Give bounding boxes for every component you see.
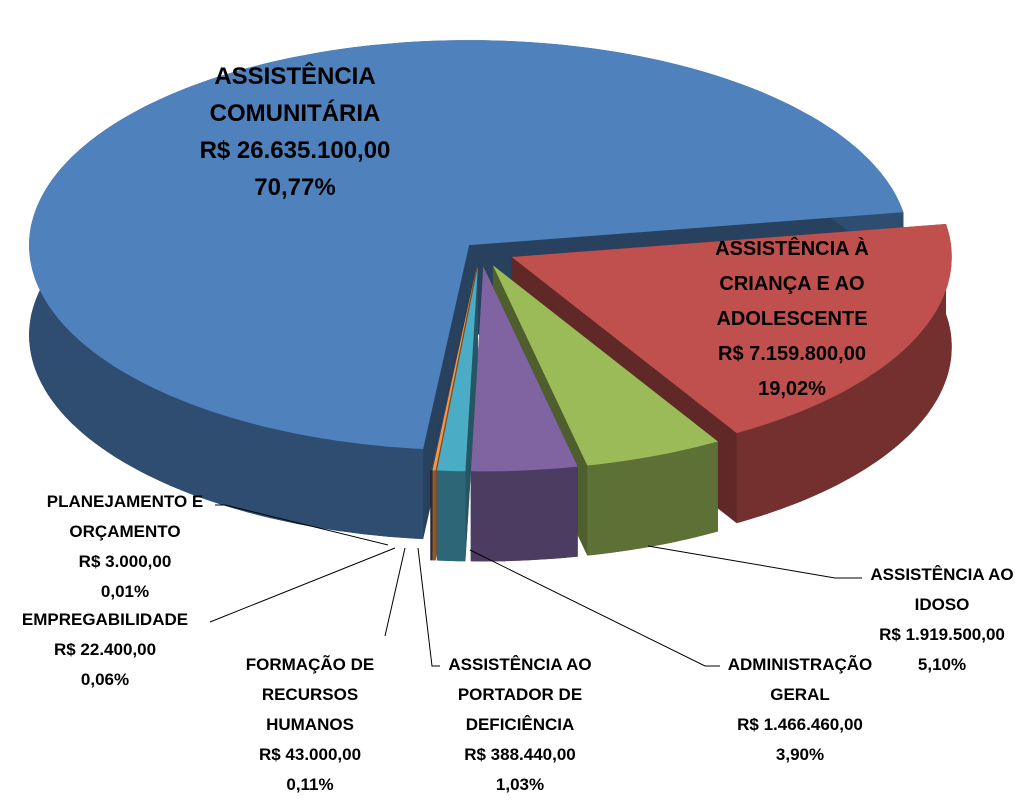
category-label: PLANEJAMENTO E ORÇAMENTO: [25, 487, 225, 547]
value-label: R$ 7.159.800,00: [677, 337, 907, 372]
leader-line: [470, 550, 720, 666]
slice-wall: [431, 470, 433, 560]
leader-line: [385, 548, 405, 636]
value-label: R$ 1.919.500,00: [857, 620, 1024, 650]
value-label: R$ 43.000,00: [235, 740, 385, 770]
slice-wall: [433, 470, 436, 560]
value-label: R$ 26.635.100,00: [190, 132, 400, 169]
slice-wall: [471, 467, 578, 562]
category-label: ADMINISTRAÇÃO GERAL: [715, 650, 885, 710]
leader-line: [648, 546, 862, 578]
value-label: R$ 1.466.460,00: [715, 710, 885, 740]
percentage-label: 3,90%: [715, 740, 885, 770]
leader-line: [418, 548, 440, 666]
category-label: ASSISTÊNCIA AO PORTADOR DE DEFICIÊNCIA: [425, 650, 615, 740]
percentage-label: 0,06%: [0, 665, 210, 695]
value-label: R$ 3.000,00: [25, 547, 225, 577]
percentage-label: 0,01%: [25, 577, 225, 607]
percentage-label: 0,11%: [235, 770, 385, 800]
percentage-label: 19,02%: [677, 372, 907, 407]
value-label: R$ 388.440,00: [425, 740, 615, 770]
percentage-label: 70,77%: [190, 169, 400, 206]
category-label: EMPREGABILIDADE: [0, 605, 210, 635]
leader-line: [210, 548, 395, 622]
category-label: ASSISTÊNCIA À CRIANÇA E AO ADOLESCENTE: [677, 232, 907, 337]
value-label: R$ 22.400,00: [0, 635, 210, 665]
category-label: FORMAÇÃO DE RECURSOS HUMANOS: [235, 650, 385, 740]
category-label: ASSISTÊNCIA COMUNITÁRIA: [190, 58, 400, 132]
slice-wall: [437, 471, 466, 562]
category-label: ASSISTÊNCIA AO IDOSO: [857, 560, 1024, 620]
percentage-label: 1,03%: [425, 770, 615, 800]
